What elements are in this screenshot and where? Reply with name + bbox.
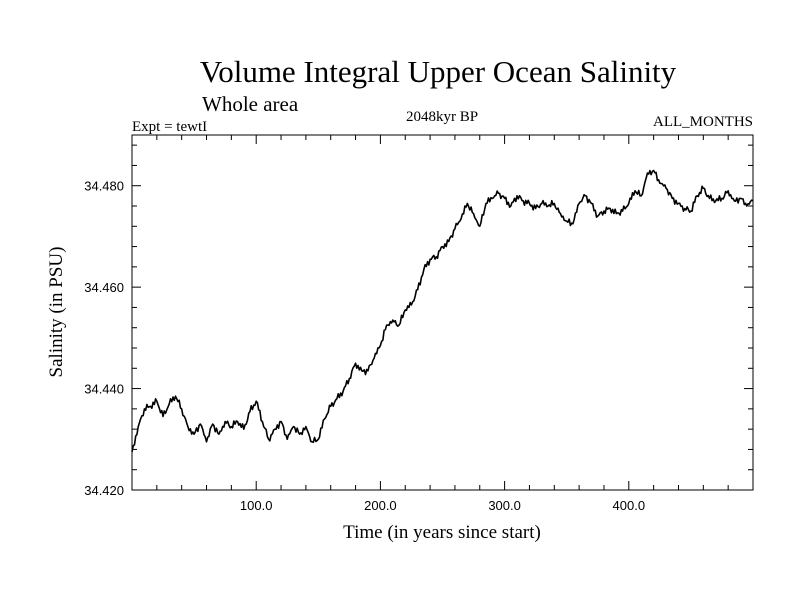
x-tick-label: 200.0 [364, 498, 397, 513]
y-axis-tick-labels: 34.420 34.440 34.460 34.480 [84, 179, 124, 498]
y-axis-label: Salinity (in PSU) [46, 247, 67, 378]
y-tick-label: 34.420 [84, 483, 124, 498]
plot-frame [131, 134, 754, 491]
months-label: ALL_MONTHS [653, 114, 753, 130]
experiment-label: Expt = tewtI [132, 119, 207, 135]
y-tick-label: 34.440 [84, 382, 124, 397]
x-tick-label: 300.0 [488, 498, 521, 513]
x-axis-tick-labels: 100.0 200.0 300.0 400.0 [240, 498, 645, 513]
y-tick-label: 34.480 [84, 179, 124, 194]
chart-subtitle: Whole area [202, 92, 299, 116]
y-tick-label: 34.460 [84, 280, 124, 295]
chart-title: Volume Integral Upper Ocean Salinity [200, 54, 677, 89]
x-axis-ticks [156, 135, 729, 490]
salinity-series-line [131, 169, 754, 453]
x-tick-label: 400.0 [613, 498, 646, 513]
x-tick-label: 100.0 [240, 498, 273, 513]
x-axis-label: Time (in years since start) [343, 522, 541, 543]
y-axis-ticks [132, 144, 753, 471]
period-label: 2048kyr BP [406, 109, 478, 125]
